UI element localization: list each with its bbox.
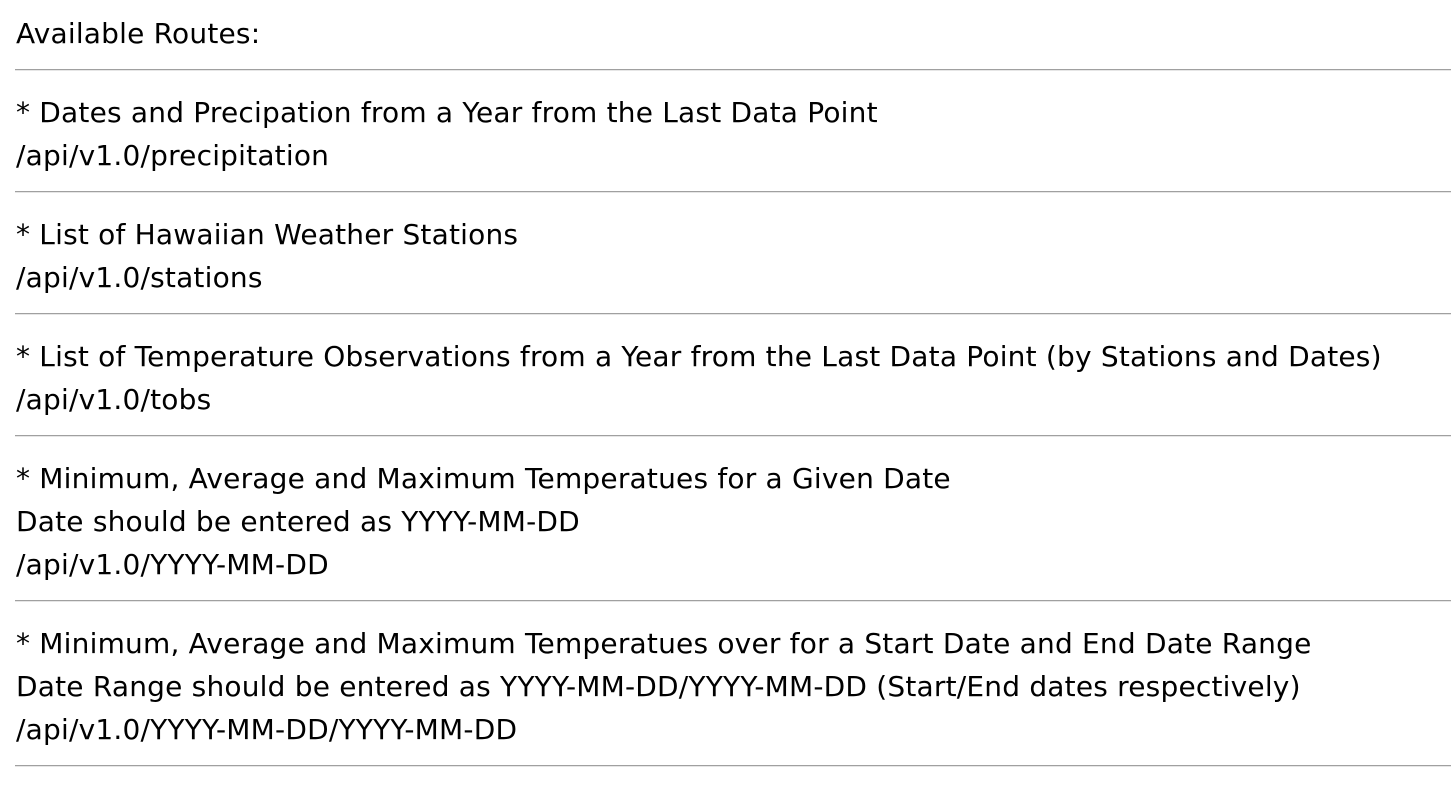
page-title: Available Routes: xyxy=(16,17,261,50)
route-note: Date should be entered as YYYY-MM-DD xyxy=(16,505,580,538)
divider xyxy=(15,435,1451,437)
route-path: /api/v1.0/YYYY-MM-DD/YYYY-MM-DD xyxy=(16,713,518,746)
route-path: /api/v1.0/stations xyxy=(16,261,263,294)
route-description: * Dates and Precipation from a Year from… xyxy=(16,96,878,129)
route-block-start-date: * Minimum, Average and Maximum Temperatu… xyxy=(16,457,951,586)
route-description: * Minimum, Average and Maximum Temperatu… xyxy=(16,462,951,495)
divider xyxy=(15,765,1451,767)
route-block-stations: * List of Hawaiian Weather Stations /api… xyxy=(16,213,518,299)
divider xyxy=(15,69,1451,71)
route-block-tobs: * List of Temperature Observations from … xyxy=(16,335,1382,421)
divider xyxy=(15,600,1451,602)
route-description: * List of Temperature Observations from … xyxy=(16,340,1382,373)
route-block-precipitation: * Dates and Precipation from a Year from… xyxy=(16,91,878,177)
route-note: Date Range should be entered as YYYY-MM-… xyxy=(16,670,1301,703)
route-path: /api/v1.0/tobs xyxy=(16,383,212,416)
divider xyxy=(15,191,1451,193)
route-path: /api/v1.0/YYYY-MM-DD xyxy=(16,548,329,581)
route-description: * Minimum, Average and Maximum Temperatu… xyxy=(16,627,1312,660)
divider xyxy=(15,313,1451,315)
route-path: /api/v1.0/precipitation xyxy=(16,139,330,172)
route-block-date-range: * Minimum, Average and Maximum Temperatu… xyxy=(16,622,1312,751)
route-description: * List of Hawaiian Weather Stations xyxy=(16,218,519,251)
